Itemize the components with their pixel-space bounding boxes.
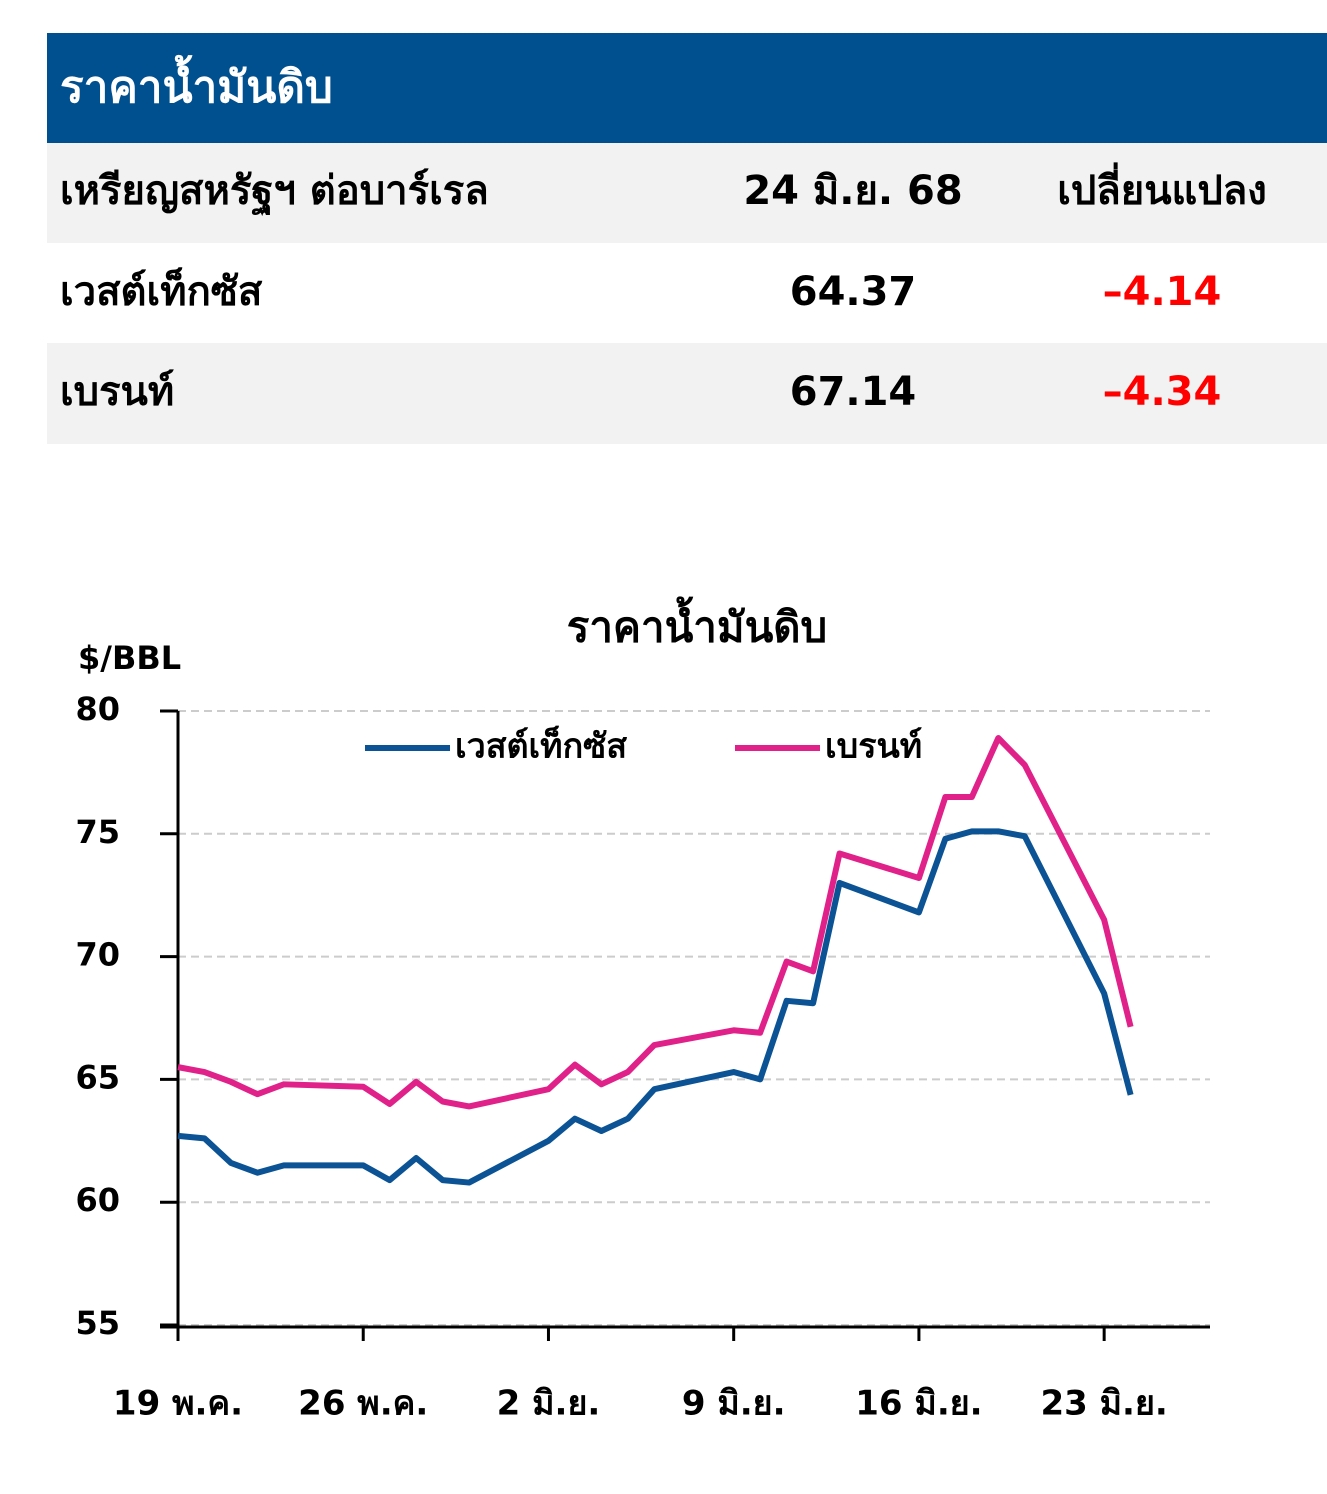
table-title-bar bbox=[47, 33, 1327, 143]
line bbox=[177, 735, 1134, 1110]
x-tick-label: 23 มิ.ย. bbox=[1040, 1384, 1167, 1424]
y-tick-label: 80 bbox=[75, 690, 120, 728]
cell: –4.34 bbox=[1103, 369, 1222, 415]
table-title: ราคาน้ำมันดิบ bbox=[60, 54, 333, 113]
header-cell: เปลี่ยนแปลง bbox=[1057, 162, 1267, 214]
y-tick-label: 70 bbox=[75, 936, 120, 974]
chart-title: ราคาน้ำมันดิบ bbox=[567, 596, 827, 652]
header-cell: เหรียญสหรัฐฯ ต่อบาร์เรล bbox=[60, 168, 489, 217]
y-tick-label: 60 bbox=[75, 1181, 120, 1219]
row-bg bbox=[47, 343, 1327, 444]
header-row bbox=[47, 143, 1327, 243]
cell: –4.14 bbox=[1103, 269, 1222, 315]
y-tick-label: 65 bbox=[75, 1058, 120, 1096]
x-tick-label: 9 มิ.ย. bbox=[682, 1384, 786, 1424]
header-cell: 24 มิ.ย. 68 bbox=[743, 168, 962, 214]
x-tick-label: 19 พ.ค. bbox=[113, 1384, 243, 1424]
y-axis-label: $/BBL bbox=[78, 639, 181, 677]
x-tick-label: 26 พ.ค. bbox=[298, 1384, 428, 1424]
cell: เบรนท์ bbox=[60, 369, 174, 415]
cell: เวสต์เท็กซัส bbox=[60, 266, 263, 315]
y-tick-label: 75 bbox=[75, 813, 120, 851]
line bbox=[177, 828, 1134, 1186]
x-tick-label: 2 มิ.ย. bbox=[497, 1384, 601, 1424]
x-tick-label: 16 มิ.ย. bbox=[855, 1384, 982, 1424]
legend-label: เบรนท์ bbox=[825, 727, 922, 767]
y-tick-label: 55 bbox=[75, 1304, 120, 1342]
cell: 64.37 bbox=[790, 269, 917, 315]
cell: 67.14 bbox=[790, 369, 917, 415]
legend-label: เวสต์เท็กซัส bbox=[455, 725, 627, 767]
